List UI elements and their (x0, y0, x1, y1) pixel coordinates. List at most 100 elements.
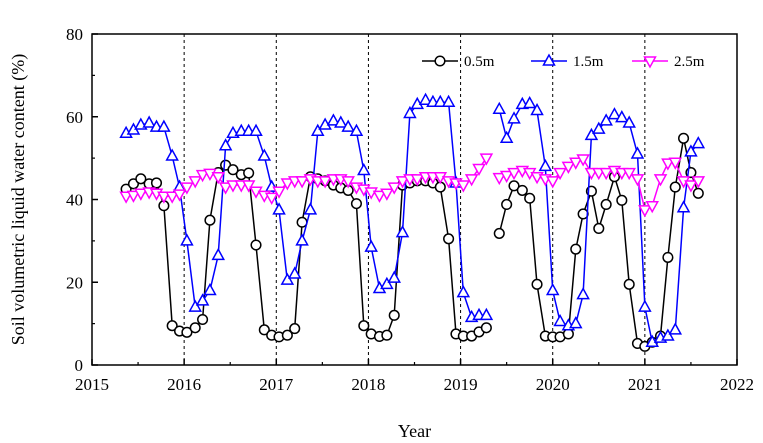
data-point-2.5m (630, 174, 645, 187)
data-point-0.5m (227, 164, 239, 176)
data-point-2.5m (126, 190, 141, 203)
data-point-0.5m (204, 214, 216, 226)
data-point-0.5m (381, 329, 393, 341)
data-point-1.5m (257, 148, 272, 161)
data-point-0.5m (593, 222, 605, 235)
data-point-1.5m (576, 287, 590, 300)
data-point-0.5m (127, 178, 140, 190)
data-point-1.5m (433, 94, 448, 108)
y-tick-label-80: 80 (66, 25, 83, 44)
year-dividers (183, 34, 646, 365)
data-point-2.5m (188, 176, 202, 189)
data-point-1.5m (492, 101, 507, 115)
data-point-2.5m (668, 157, 683, 170)
data-point-1.5m (142, 115, 156, 128)
data-point-0.5m (508, 180, 520, 192)
data-point-0.5m (243, 167, 255, 179)
data-point-2.5m (507, 167, 521, 181)
x-tick-label-2020: 2020 (536, 375, 570, 394)
data-point-1.5m (387, 270, 401, 283)
data-point-0.5m (135, 173, 147, 185)
data-point-1.5m (287, 266, 302, 279)
legend-marker-0.5m (434, 55, 446, 67)
data-point-1.5m (545, 282, 560, 296)
data-point-1.5m (395, 225, 410, 238)
data-point-1.5m (272, 202, 286, 215)
legend-label-2.5m: 2.5m (674, 54, 705, 70)
data-point-0.5m (150, 177, 163, 189)
data-point-1.5m (295, 233, 309, 246)
series-layer (119, 92, 706, 352)
x-tick-label-2019: 2019 (444, 375, 478, 394)
data-point-2.5m (264, 192, 279, 205)
series-line-1.5m-1 (498, 102, 699, 344)
x-tick-label-2021: 2021 (628, 375, 662, 394)
data-point-0.5m (562, 328, 574, 340)
data-point-1.5m (334, 115, 348, 128)
data-point-2.5m (456, 180, 471, 193)
data-point-1.5m (661, 328, 675, 341)
data-point-2.5m (211, 171, 226, 185)
legend: 0.5m 1.5m 2.5m (422, 53, 705, 70)
data-point-1.5m (418, 92, 433, 105)
data-point-1.5m (349, 123, 364, 136)
data-point-1.5m (615, 110, 629, 123)
data-point-1.5m (607, 107, 622, 120)
data-point-1.5m (303, 202, 318, 215)
data-point-2.5m (576, 154, 590, 167)
data-point-2.5m (410, 174, 425, 187)
y-tick-label-60: 60 (66, 108, 83, 127)
data-point-0.5m (388, 309, 400, 321)
data-point-2.5m (157, 191, 171, 204)
x-axis: 2015 2016 2017 2018 2019 2020 2021 2022 (75, 359, 754, 394)
data-point-2.5m (180, 182, 194, 195)
data-point-1.5m (538, 158, 553, 172)
data-point-2.5m (364, 187, 378, 200)
data-point-0.5m (662, 251, 674, 263)
data-point-1.5m (584, 127, 599, 141)
data-point-1.5m (249, 123, 263, 136)
data-point-0.5m (181, 326, 193, 338)
data-point-2.5m (172, 189, 187, 202)
series-0.5m (120, 132, 704, 352)
x-tick-label-2022: 2022 (720, 375, 754, 394)
x-tick-label-2018: 2018 (351, 375, 385, 394)
data-point-2.5m (561, 161, 576, 174)
data-point-0.5m (197, 313, 209, 326)
data-point-1.5m (188, 299, 202, 312)
data-point-1.5m (684, 144, 698, 157)
data-point-2.5m (272, 186, 286, 199)
data-point-1.5m (211, 247, 226, 261)
legend-entry-2.5m: 2.5m (632, 54, 705, 70)
data-point-2.5m (545, 176, 560, 189)
legend-entry-0.5m: 0.5m (422, 54, 495, 70)
data-point-2.5m (499, 170, 514, 184)
data-point-1.5m (195, 293, 210, 306)
legend-marker-2.5m (643, 56, 657, 69)
data-point-1.5m (622, 115, 636, 128)
data-point-2.5m (341, 176, 355, 189)
data-point-1.5m (507, 111, 521, 124)
data-point-1.5m (403, 105, 417, 119)
data-point-2.5m (134, 188, 148, 201)
data-point-2.5m (195, 169, 210, 183)
data-point-1.5m (203, 282, 217, 296)
x-tick-label-2015: 2015 (75, 375, 109, 394)
data-point-1.5m (380, 276, 394, 290)
data-point-1.5m (310, 123, 325, 136)
data-point-2.5m (653, 174, 668, 187)
data-point-2.5m (553, 167, 567, 181)
data-point-0.5m (350, 198, 363, 210)
data-point-2.5m (372, 190, 387, 203)
data-point-0.5m (166, 320, 178, 332)
legend-entry-1.5m: 1.5m (531, 53, 604, 70)
y-axis: 0 20 40 60 80 (66, 25, 98, 375)
data-point-1.5m (553, 313, 567, 327)
series-line-1.5m-0 (125, 99, 487, 319)
data-point-1.5m (691, 136, 706, 149)
data-point-0.5m (480, 322, 492, 334)
data-point-1.5m (157, 119, 171, 132)
legend-label-0.5m: 0.5m (464, 54, 495, 70)
data-point-1.5m (364, 239, 378, 252)
